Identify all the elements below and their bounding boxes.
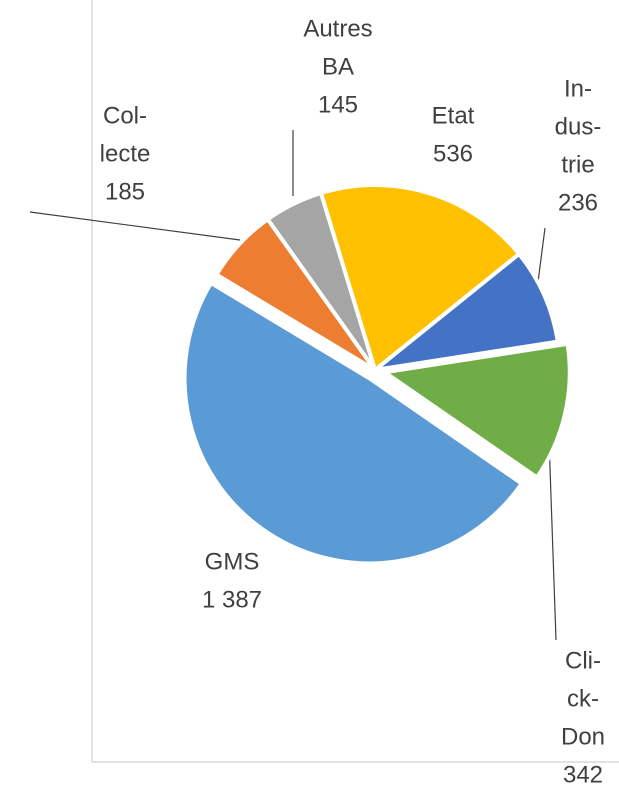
leader-line (537, 227, 546, 283)
value-label: 342 (563, 761, 603, 788)
category-label: Etat (432, 102, 475, 129)
category-label: GMS (205, 548, 260, 575)
value-label: 236 (558, 189, 598, 216)
category-label: dus- (555, 113, 602, 140)
pie-slice (182, 281, 524, 566)
category-label: In- (564, 75, 592, 102)
pie-slice (382, 341, 572, 480)
category-label: Don (561, 723, 605, 750)
pie-slice (373, 251, 560, 372)
value-label: 145 (318, 91, 358, 118)
category-label: Col- (103, 102, 147, 129)
category-label: Cli- (565, 647, 601, 674)
category-label: BA (322, 53, 354, 80)
pie-slice (318, 183, 522, 372)
value-label: 536 (433, 140, 473, 167)
category-label: lecte (100, 140, 151, 167)
value-label: 1 387 (202, 586, 262, 613)
value-label: 185 (105, 178, 145, 205)
pie-slice (265, 191, 377, 372)
category-label: ck- (567, 685, 599, 712)
category-label: Autres (303, 15, 372, 42)
category-label: trie (561, 151, 594, 178)
leader-line (29, 211, 241, 241)
